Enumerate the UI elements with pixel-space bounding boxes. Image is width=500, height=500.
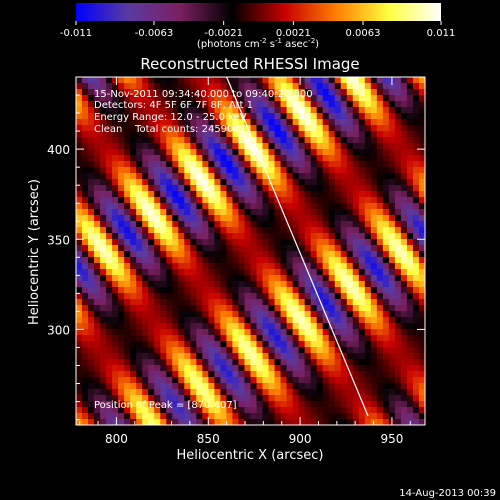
axis-ticks: 800 850 900 950 300 350 400: [47, 76, 425, 446]
colorbar-tick-label: -0.011: [60, 28, 92, 39]
colorbar-tick-label: 0.011: [427, 28, 456, 39]
x-tick-label: 900: [289, 432, 312, 446]
annotation-energy-range: Energy Range: 12.0 - 25.0 keV: [94, 112, 247, 123]
y-axis-label: Heliocentric Y (arcsec): [27, 179, 42, 325]
y-tick-label: 300: [47, 323, 70, 337]
colorbar-ticks: -0.011 -0.0063 -0.0021 0.0021 0.0063 0.011: [60, 21, 455, 39]
y-tick-label: 400: [47, 143, 70, 157]
annotation-time-range: 15-Nov-2011 09:34:40.000 to 09:40:20.000: [94, 89, 313, 100]
colorbar-tick-label: -0.0021: [204, 28, 243, 39]
colorbar-tick-label: 0.0021: [276, 28, 311, 39]
x-tick-label: 850: [197, 432, 220, 446]
x-axis-label: Heliocentric X (arcsec): [177, 448, 324, 463]
colorbar: [76, 3, 441, 21]
colorbar-unit-label: (photons cm-2 s-1 asec-2): [197, 37, 319, 50]
y-tick-label: 350: [47, 233, 70, 247]
chart-title: Reconstructed RHESSI Image: [140, 55, 359, 73]
x-tick-label: 800: [105, 432, 128, 446]
annotation-clean-counts: Clean Total counts: 245904: [94, 124, 240, 135]
colorbar-tick-label: -0.0063: [135, 28, 174, 39]
annotation-peak-position: Position of Peak = [870,407]: [94, 400, 237, 411]
solar-limb-line: [226, 77, 369, 417]
heatmap-image: [76, 77, 425, 425]
colorbar-tick-label: 0.0063: [346, 28, 381, 39]
annotation-detectors: Detectors: 4F 5F 6F 7F 8F, Att 1: [94, 100, 253, 111]
footer-date: 14-Aug-2013 00:39: [399, 488, 496, 499]
x-tick-label: 950: [380, 432, 403, 446]
plot-frame: [75, 76, 426, 426]
